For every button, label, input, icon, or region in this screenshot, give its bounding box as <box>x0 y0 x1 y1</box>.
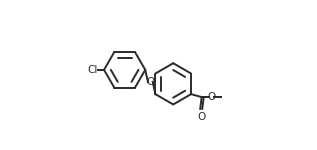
Text: Cl: Cl <box>87 65 97 75</box>
Text: O: O <box>146 77 154 87</box>
Text: O: O <box>197 112 205 122</box>
Text: O: O <box>207 92 215 102</box>
